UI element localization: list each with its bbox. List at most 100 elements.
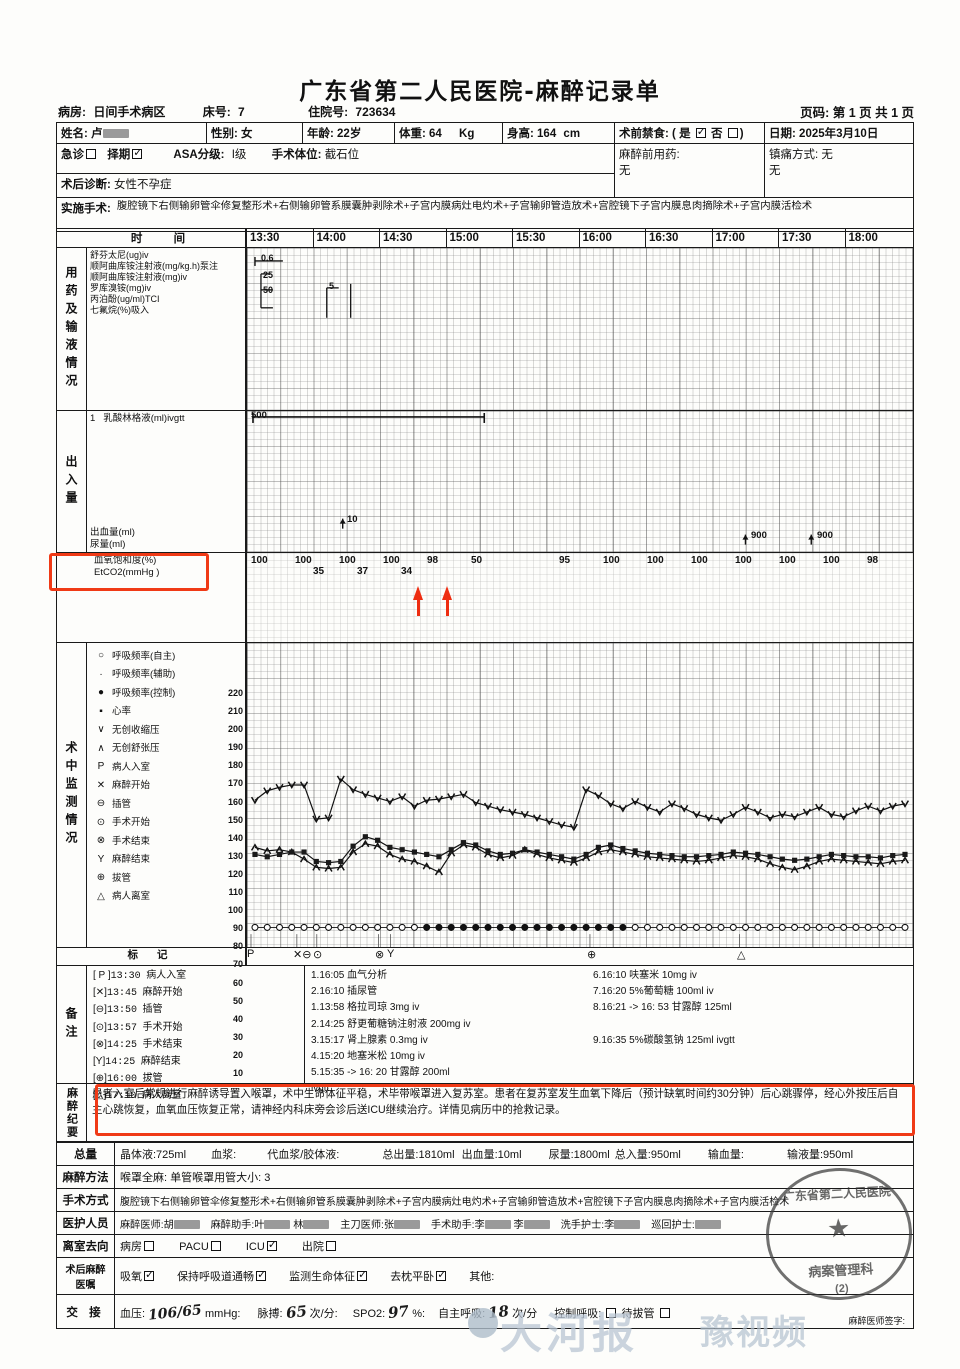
legend-label-3: 心率 — [112, 706, 132, 717]
time-tick-2: 14:30 — [380, 229, 447, 247]
order-checkbox-1[interactable] — [256, 1268, 266, 1281]
series-1-point-51 — [876, 859, 885, 868]
series-2-point-21 — [509, 850, 516, 856]
right-log-2: 8.16:21 -> 16: 53 甘露醇 125ml — [593, 1002, 732, 1014]
blood-loss-value: 出血量:10ml — [461, 1149, 522, 1161]
plasma-value: 血浆: — [211, 1149, 237, 1161]
legend-symbol-6: P — [97, 761, 105, 773]
series-1-point-11 — [385, 850, 394, 858]
actual-surgery-row: 实施手术: 腹腔镜下右侧输卵管伞修复整形术+右侧输卵管系膜囊肿剥除术+子宫内膜病… — [56, 197, 914, 232]
series-2-point-33 — [657, 851, 663, 858]
fasting-yes-checkbox[interactable] — [695, 125, 706, 138]
mid-log-7: ivgtt — [311, 1083, 330, 1095]
fluid-section-label: 出入量 — [57, 411, 87, 552]
date-cell: 日期: 2025年3月10日 — [764, 122, 914, 144]
staff-label: 医护人员 — [56, 1211, 115, 1235]
elective-checkbox[interactable] — [132, 146, 142, 159]
dest-option-3[interactable]: 出院 — [302, 1241, 338, 1253]
y-tick-6: 160 — [227, 796, 243, 807]
y-tick-17: 50 — [232, 995, 243, 1006]
asa-value: I级 — [231, 149, 247, 161]
fasting-no-checkbox[interactable] — [727, 128, 738, 138]
order-option-0[interactable]: 吸氧 — [120, 1268, 156, 1283]
series-2-point-20 — [497, 851, 503, 858]
series-3-point-38 — [717, 923, 725, 931]
time-tick-8: 17:30 — [779, 229, 846, 247]
vitals-graph-paper-coarse — [247, 643, 913, 947]
actual-surgery-cell: 实施手术: 腹腔镜下右侧输卵管伞修复整形术+右侧输卵管系膜囊肿剥除术+子宫内膜病… — [56, 197, 914, 232]
series-3-point-49 — [852, 923, 860, 931]
series-0-point-45 — [802, 808, 811, 817]
controlled-label: 控制呼吸: — [554, 1307, 602, 1320]
series-0-point-7 — [336, 775, 345, 784]
axis-marker-4: Y — [387, 948, 395, 960]
series-0-point-37 — [704, 814, 713, 822]
order-checkbox-0[interactable] — [144, 1268, 154, 1281]
dest-option-1[interactable]: PACU — [179, 1241, 223, 1253]
assistant-label: 麻醉助手: — [210, 1219, 255, 1231]
series-3-point-34 — [668, 923, 676, 931]
spo2-value-10: 100 — [691, 555, 708, 566]
vitals-legend: ○ 呼吸频率(自主) · 呼吸频率(辅助) ● 呼吸频率(控制) ▪ 心率 ∨ 无创收缩压 ∧ 无创舒… — [93, 647, 245, 906]
fluid-plot-area: 500 10 900 900 — [247, 411, 913, 552]
asa-label: ASA分级: — [173, 149, 225, 161]
event-symbol-0: [ P ] — [93, 970, 111, 981]
controlled-checkbox[interactable] — [606, 1307, 617, 1318]
order-option-1[interactable]: 保持呼吸道通畅 — [177, 1268, 268, 1283]
series-3-point-47 — [827, 923, 835, 931]
series-3-point-46 — [815, 923, 823, 931]
series-3-point-41 — [754, 923, 762, 931]
series-3-point-0 — [251, 923, 259, 931]
legend-symbol-3: ▪ — [99, 705, 103, 717]
series-3-point-22 — [521, 923, 529, 931]
event-time-2: 13:50 — [106, 1005, 137, 1017]
axis-marker-2: ⊙ — [313, 949, 323, 961]
event-symbol-7: [△] — [93, 1090, 107, 1102]
series-2-point-10 — [375, 837, 381, 843]
drug-log-mid-column: 1.16:05 血气分析 2.16:10 插尿管 1.13:58 格拉司琼 3mg … — [305, 966, 587, 1094]
series-3-point-1 — [263, 923, 271, 931]
dest-checkbox-0[interactable] — [144, 1241, 154, 1251]
legend-label-8: 插管 — [112, 798, 132, 810]
y-tick-3: 190 — [227, 742, 243, 753]
drug-annotation-2: 50 — [263, 285, 274, 295]
series-2-point-43 — [779, 856, 785, 862]
order-option-2[interactable]: 监测生命体征 — [289, 1268, 369, 1283]
wait-checkbox[interactable] — [659, 1307, 670, 1318]
surgery-row-label: 手术方式 — [56, 1188, 115, 1212]
spo2-value-12: 100 — [779, 555, 796, 566]
annotation-arrow-2-tail — [446, 594, 449, 616]
event-label-0: 病人入室 — [146, 970, 187, 981]
order-option-3[interactable]: 去枕平卧 — [390, 1268, 448, 1283]
drug-section-label: 用药及输液情况 — [57, 248, 87, 410]
series-0-point-6 — [324, 814, 333, 822]
event-symbol-1: [✕] — [93, 987, 107, 999]
emergency-checkbox[interactable] — [86, 149, 96, 159]
time-tick-7: 17:00 — [713, 229, 779, 247]
dest-option-2[interactable]: ICU — [246, 1238, 279, 1253]
series-3-point-11 — [386, 923, 394, 931]
series-3-point-3 — [288, 923, 296, 931]
postop-orders-label: 术后麻醉医嘱 — [56, 1257, 115, 1295]
y-tick-1: 210 — [227, 706, 243, 717]
surgeon-value: 张 — [383, 1219, 395, 1231]
series-3-point-27 — [582, 923, 590, 931]
dest-checkbox-1[interactable] — [210, 1241, 221, 1251]
dest-checkbox-3[interactable] — [325, 1241, 336, 1251]
dest-checkbox-2[interactable] — [266, 1238, 277, 1251]
record-field: 住院号: 723634 — [308, 103, 395, 120]
series-2-point-25 — [558, 854, 565, 860]
dest-option-0[interactable]: 病房 — [120, 1241, 156, 1253]
order-checkbox-3[interactable] — [436, 1268, 446, 1281]
anesthetist-label: 麻醉医师: — [120, 1219, 164, 1231]
total-in-value: 总入量:950ml — [614, 1149, 681, 1161]
event-row-7: [△]17:10 病人离室 — [93, 1088, 304, 1105]
output-labels: 出血量(ml) 尿量(ml) — [90, 527, 135, 550]
series-2-point-37 — [706, 853, 712, 859]
order-checkbox-2[interactable] — [357, 1268, 367, 1281]
right-log-3 — [593, 1017, 913, 1033]
marker-row-label: 标 记 — [57, 948, 247, 965]
event-time-5: 14:25 — [105, 1056, 136, 1068]
series-3-point-21 — [508, 923, 517, 931]
method-row: 麻醉方法 喉罩全麻: 单管喉罩用管大小: 3 — [56, 1165, 914, 1189]
